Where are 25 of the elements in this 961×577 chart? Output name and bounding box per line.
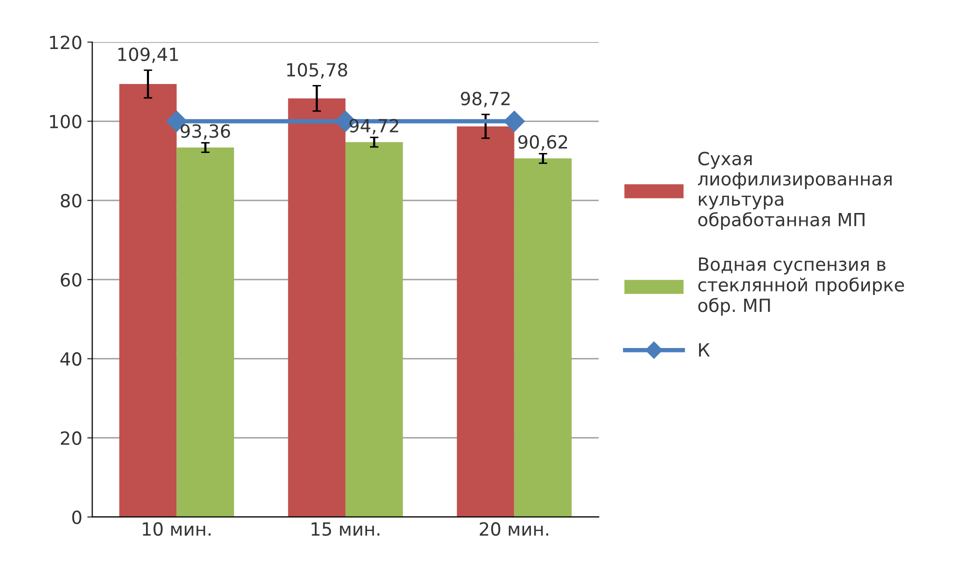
x-tick-label: 10 мин. [142, 522, 211, 536]
legend-label: Водная суспензия в стеклянной пробирке обр. МП [698, 258, 904, 316]
bar [119, 84, 177, 517]
x-tick-label: 20 мин. [480, 522, 548, 536]
data-label: 90,62 [518, 135, 568, 151]
x-tick-label: 15 мин. [312, 522, 380, 536]
y-tick-label: 20 [60, 431, 82, 445]
bar [514, 158, 572, 517]
legend-label: К [699, 343, 710, 356]
bar [345, 142, 403, 517]
bar [456, 126, 514, 517]
data-label: 98,72 [460, 92, 510, 108]
data-label: 93,36 [180, 124, 230, 140]
bar [176, 148, 234, 517]
y-tick-label: 60 [60, 273, 82, 287]
y-tick-label: 120 [50, 36, 82, 50]
y-tick-label: 40 [60, 352, 82, 366]
y-tick-label: 0 [72, 510, 82, 524]
legend-label: Сухая лиофилизированная культура обработанная МП [698, 152, 892, 230]
data-label: 94,72 [349, 118, 398, 134]
data-label: 105,78 [287, 63, 348, 79]
y-tick-label: 100 [50, 114, 82, 128]
data-label: 109,41 [118, 47, 178, 63]
y-tick-label: 80 [60, 194, 82, 208]
bar [288, 98, 346, 517]
